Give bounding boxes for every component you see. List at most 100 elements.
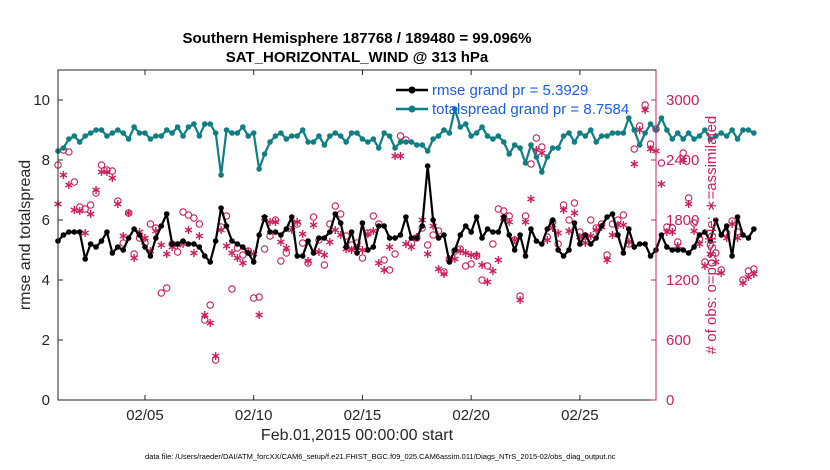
rmse-point bbox=[424, 163, 431, 169]
obs-assimilated-point bbox=[65, 181, 73, 189]
obs-assimilated-point bbox=[119, 232, 128, 240]
rmse-point bbox=[473, 214, 480, 220]
rmse-point bbox=[104, 229, 110, 235]
rmse-point bbox=[729, 253, 735, 259]
y-axis-ticks: 0 2 4 6 8 10 bbox=[33, 92, 63, 409]
totalspread-point bbox=[511, 142, 518, 148]
totalspread-point bbox=[261, 151, 268, 157]
rmse-point bbox=[631, 244, 638, 250]
y2-axis-label: # of obs: o=possible; ∗=assimilated bbox=[703, 116, 720, 355]
totalspread-point bbox=[664, 127, 670, 133]
y-tick-label: 4 bbox=[42, 272, 50, 289]
y2-axis-ticks: 0 600 1200 1800 2400 3000 bbox=[651, 70, 699, 409]
obs-assimilated-point bbox=[206, 319, 215, 327]
obs-assimilated-point bbox=[385, 243, 394, 251]
x-tick-label: 02/05 bbox=[126, 407, 164, 424]
obs-assimilated-point bbox=[641, 106, 649, 114]
rmse-point bbox=[582, 232, 589, 238]
rmse-point bbox=[419, 223, 426, 229]
obs-assimilated-point bbox=[489, 267, 497, 275]
totalspread-point bbox=[577, 130, 583, 136]
obs-assimilated-point bbox=[293, 218, 302, 226]
rmse-point bbox=[414, 235, 420, 241]
totalspread-point bbox=[598, 133, 605, 139]
totalspread-point bbox=[587, 127, 594, 133]
y-tick-label: 2 bbox=[42, 332, 50, 349]
obs-assimilated-point bbox=[603, 256, 611, 264]
rmse-point bbox=[555, 247, 561, 253]
obs-assimilated-point bbox=[200, 311, 209, 319]
totalspread-point bbox=[196, 133, 203, 139]
rmse-point bbox=[267, 229, 273, 235]
obs-possible-point bbox=[690, 219, 698, 227]
totalspread-point bbox=[158, 133, 165, 139]
obs-assimilated-point bbox=[701, 262, 709, 270]
rmse-point bbox=[604, 214, 610, 220]
rmse-point bbox=[365, 247, 371, 253]
totalspread-point bbox=[397, 139, 404, 145]
totalspread-point bbox=[348, 130, 355, 136]
rmse-point bbox=[593, 235, 599, 241]
obs-assimilated-point bbox=[407, 243, 416, 251]
totalspread-point bbox=[713, 133, 719, 139]
totalspread-point bbox=[500, 139, 507, 145]
totalspread-point bbox=[370, 136, 377, 142]
obs-assimilated-point bbox=[543, 236, 552, 244]
totalspread-point bbox=[566, 130, 572, 136]
obs-assimilated-point bbox=[434, 265, 443, 273]
totalspread-point bbox=[93, 127, 99, 133]
totalspread-point bbox=[240, 124, 246, 130]
totalspread-point bbox=[615, 130, 621, 136]
totalspread-point bbox=[267, 139, 273, 145]
totalspread-point bbox=[647, 121, 654, 127]
obs-possible-point bbox=[630, 145, 639, 153]
rmse-point bbox=[517, 232, 523, 238]
totalspread-point bbox=[71, 133, 78, 139]
totalspread-point bbox=[343, 139, 349, 145]
totalspread-point bbox=[414, 142, 420, 148]
totalspread-point bbox=[76, 139, 83, 145]
obs-assimilated-point bbox=[750, 270, 758, 278]
rmse-point bbox=[234, 241, 241, 247]
rmse-point bbox=[261, 214, 268, 220]
rmse-point bbox=[435, 235, 442, 241]
rmse-point bbox=[408, 235, 415, 241]
obs-assimilated-point bbox=[195, 232, 204, 240]
obs-possible-point bbox=[146, 220, 155, 228]
totalspread-point bbox=[751, 130, 757, 136]
totalspread-point bbox=[473, 130, 480, 136]
rmse-point bbox=[609, 211, 616, 217]
totalspread-point bbox=[375, 145, 382, 151]
y2-tick-label: 600 bbox=[666, 332, 691, 349]
rmse-point bbox=[272, 229, 279, 235]
totalspread-point bbox=[424, 148, 431, 154]
obs-assimilated-point bbox=[684, 200, 693, 208]
obs-assimilated-point bbox=[396, 152, 405, 160]
totalspread-point bbox=[544, 154, 551, 160]
totalspread-point bbox=[147, 136, 154, 142]
rmse-point bbox=[462, 223, 469, 229]
totalspread-point bbox=[593, 139, 599, 145]
totalspread-point bbox=[327, 133, 333, 139]
obs-assimilated-point bbox=[157, 241, 166, 249]
rmse-point bbox=[506, 232, 513, 238]
rmse-point bbox=[751, 226, 757, 232]
rmse-point bbox=[718, 232, 725, 238]
obs-assimilated-point bbox=[706, 250, 715, 258]
rmse-point bbox=[120, 247, 127, 253]
obs-possible-point bbox=[657, 159, 666, 167]
y-tick-label: 0 bbox=[42, 392, 50, 409]
x-tick-label: 02/15 bbox=[344, 407, 382, 424]
totalspread-point bbox=[191, 121, 197, 127]
obs-possible-point bbox=[429, 231, 437, 239]
totalspread-point bbox=[278, 130, 284, 136]
x-axis-ticks: 02/05 02/10 02/15 02/20 02/25 bbox=[126, 70, 599, 424]
totalspread-point bbox=[142, 130, 148, 136]
rmse-point bbox=[115, 244, 121, 250]
rmse-point bbox=[615, 232, 621, 238]
obs-assimilated-point bbox=[505, 218, 514, 226]
obs-possible-point bbox=[587, 216, 595, 224]
totalspread-point bbox=[120, 130, 127, 136]
rmse-point bbox=[669, 247, 676, 253]
rmse-point bbox=[745, 235, 752, 241]
